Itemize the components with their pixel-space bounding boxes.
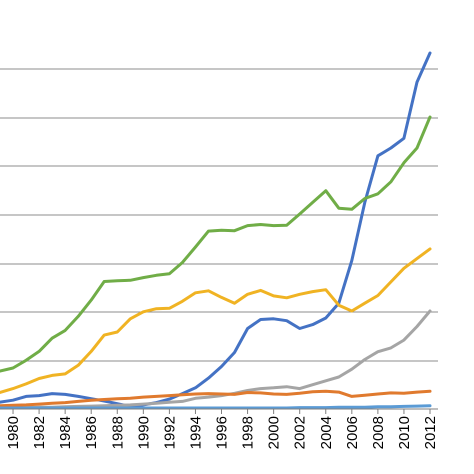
gridlines bbox=[0, 68, 438, 362]
series-line-6 bbox=[0, 404, 432, 410]
x-tick-label: 1992 bbox=[161, 416, 178, 449]
series-line-3 bbox=[0, 247, 432, 394]
x-tick-label: 1980 bbox=[5, 416, 22, 449]
series-lines bbox=[0, 51, 432, 410]
series-line-2 bbox=[0, 115, 432, 373]
x-tick-label: 2000 bbox=[266, 416, 283, 449]
x-tick-label: 1998 bbox=[240, 416, 257, 449]
x-tick-label: 1982 bbox=[31, 416, 48, 449]
x-tick-label: 1984 bbox=[57, 416, 74, 449]
x-tick-label: 2010 bbox=[396, 416, 413, 449]
x-tick-label: 1988 bbox=[109, 416, 126, 449]
x-tick-label: 1986 bbox=[83, 416, 100, 449]
series-line-5 bbox=[0, 389, 432, 408]
x-axis: 1980 1982 1984 1986 1988 1990 1992 1994 1996 1998… bbox=[0, 408, 439, 449]
series-line-1 bbox=[0, 51, 432, 408]
x-tick-label: 1990 bbox=[135, 416, 152, 449]
x-tick-label: 1996 bbox=[214, 416, 231, 449]
x-tick-label: 2004 bbox=[318, 416, 335, 449]
x-tick-label: 2008 bbox=[370, 416, 387, 449]
x-tick-label: 2006 bbox=[344, 416, 361, 449]
x-tick-label: 2002 bbox=[292, 416, 309, 449]
x-tick-label: 2012 bbox=[422, 416, 439, 449]
x-tick-label: 1994 bbox=[188, 416, 205, 449]
